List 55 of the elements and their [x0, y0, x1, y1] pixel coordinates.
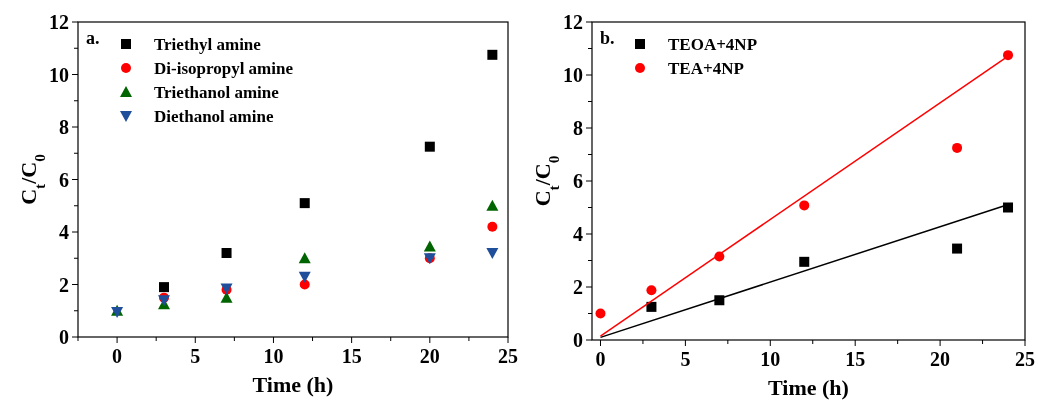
y-tick-label: 10 — [49, 63, 69, 86]
x-tick-label: 5 — [680, 348, 691, 370]
y-tick-label: 6 — [59, 168, 69, 191]
x-tick-label: 0 — [595, 348, 606, 370]
y-tick-label: 8 — [59, 116, 69, 138]
point — [952, 142, 963, 153]
point — [952, 243, 963, 254]
x-tick-label: 20 — [419, 345, 440, 367]
legend-label: Triethyl amine — [154, 35, 262, 54]
x-tick-label: 10 — [263, 345, 284, 367]
x-tick-label: 15 — [341, 345, 362, 367]
point — [159, 282, 169, 293]
legend-label: TEOA+4NP — [668, 35, 758, 54]
point — [487, 49, 498, 60]
y-tick-label: 4 — [573, 223, 583, 245]
y-tick-label: 6 — [573, 170, 583, 192]
legend-label: Triethanol amine — [154, 83, 280, 102]
point — [298, 252, 311, 264]
x-tick-label: 20 — [930, 348, 951, 370]
point — [799, 200, 810, 211]
y-tick-label: 4 — [59, 221, 69, 243]
point — [799, 256, 810, 267]
point — [299, 279, 310, 290]
x-tick-label: 0 — [112, 345, 123, 367]
point — [221, 248, 232, 258]
point — [299, 198, 310, 209]
point — [424, 141, 435, 152]
x-tick-label: 25 — [498, 345, 518, 367]
y-tick-label: 2 — [573, 276, 583, 298]
point — [646, 301, 657, 312]
y-tick-label: 10 — [563, 64, 583, 86]
x-tick-label: 5 — [190, 345, 201, 367]
point — [423, 240, 436, 252]
y-tick-label: 0 — [573, 329, 583, 351]
annotation: b. — [600, 28, 615, 48]
point — [595, 308, 606, 319]
legend-label: TEA+4NP — [668, 59, 744, 78]
y-tick-label: 12 — [563, 11, 583, 33]
x-tick-label: 10 — [760, 348, 781, 370]
point — [486, 199, 499, 211]
point — [487, 221, 498, 232]
y-tick-label: 8 — [573, 117, 583, 139]
point — [486, 248, 499, 259]
x-axis-title: Time (h) — [768, 375, 849, 400]
legend-label: Diethanol amine — [154, 107, 274, 126]
y-tick-label: 0 — [59, 326, 69, 348]
x-tick-label: 15 — [845, 348, 866, 370]
legend-label: Di-isopropyl amine — [154, 59, 294, 78]
annotation: a. — [86, 28, 100, 48]
point — [298, 271, 311, 283]
point — [646, 285, 657, 296]
y-tick-label: 12 — [49, 11, 69, 33]
x-axis-title: Time (h) — [252, 372, 334, 397]
y-tick-label: 2 — [59, 273, 69, 296]
x-tick-label: 25 — [1015, 348, 1035, 370]
